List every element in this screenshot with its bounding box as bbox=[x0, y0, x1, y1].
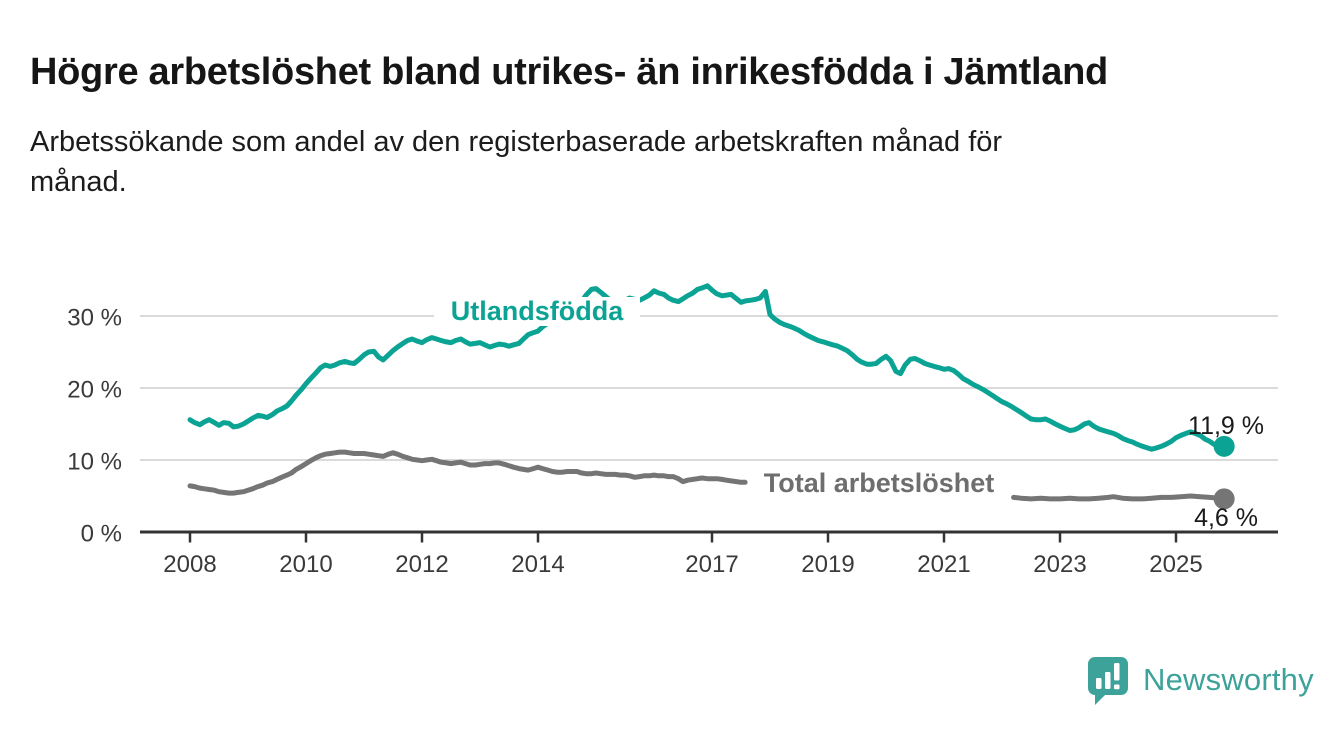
series-label-total-arbetsloshet: Total arbetslöshet bbox=[764, 468, 995, 498]
x-tick-label-2008: 2008 bbox=[163, 551, 216, 578]
end-value-label-utlandsfodda: 11,9 % bbox=[1188, 412, 1264, 440]
end-value-label-total-arbetsloshet: 4,6 % bbox=[1194, 504, 1258, 532]
x-tick-label-2010: 2010 bbox=[279, 551, 332, 578]
series-label-utlandsfodda: Utlandsfödda bbox=[451, 296, 624, 326]
newsworthy-logo-text: Newsworthy bbox=[1143, 662, 1314, 697]
x-tick-label-2025: 2025 bbox=[1149, 551, 1202, 578]
series-endpoint-utlandsfodda bbox=[1213, 435, 1235, 457]
series-label-bg-utlandsfodda bbox=[434, 297, 640, 326]
y-tick-label-20: 20 % bbox=[67, 377, 122, 404]
x-tick-label-2019: 2019 bbox=[801, 551, 854, 578]
x-tick-label-2021: 2021 bbox=[917, 551, 970, 578]
x-tick-label-2017: 2017 bbox=[685, 551, 738, 578]
y-tick-label-0: 0 % bbox=[81, 521, 122, 548]
subtitle-line-1: Arbetssökande som andel av den registerb… bbox=[30, 126, 1003, 158]
subtitle-line-2: månad. bbox=[30, 166, 127, 198]
page-title: Högre arbetslöshet bland utrikes- än inr… bbox=[30, 51, 1108, 94]
series-endpoint-total-arbetsloshet bbox=[1213, 488, 1235, 510]
newsworthy-logo-icon bbox=[1088, 656, 1128, 705]
page-subtitle: Arbetssökande som andel av den registerb… bbox=[30, 122, 1260, 202]
x-tick-label-2012: 2012 bbox=[395, 551, 448, 578]
bar-chart-icon bbox=[1096, 662, 1120, 689]
y-tick-label-30: 30 % bbox=[67, 305, 122, 332]
x-tick-label-2014: 2014 bbox=[511, 551, 564, 578]
x-tick-label-2023: 2023 bbox=[1033, 551, 1086, 578]
newsworthy-logo: Newsworthy bbox=[1086, 654, 1314, 706]
y-tick-label-10: 10 % bbox=[67, 449, 122, 476]
series-line-total-arbetsloshet-segment-1 bbox=[1011, 493, 1227, 502]
line-chart: 0 % 10 % 20 % 30 % 2008 2010 2012 2014 2017 2019 2… bbox=[67, 283, 1278, 578]
series-line-utlandsfodda bbox=[187, 283, 1227, 452]
series-line-total-arbetsloshet-segment-0 bbox=[187, 449, 748, 496]
